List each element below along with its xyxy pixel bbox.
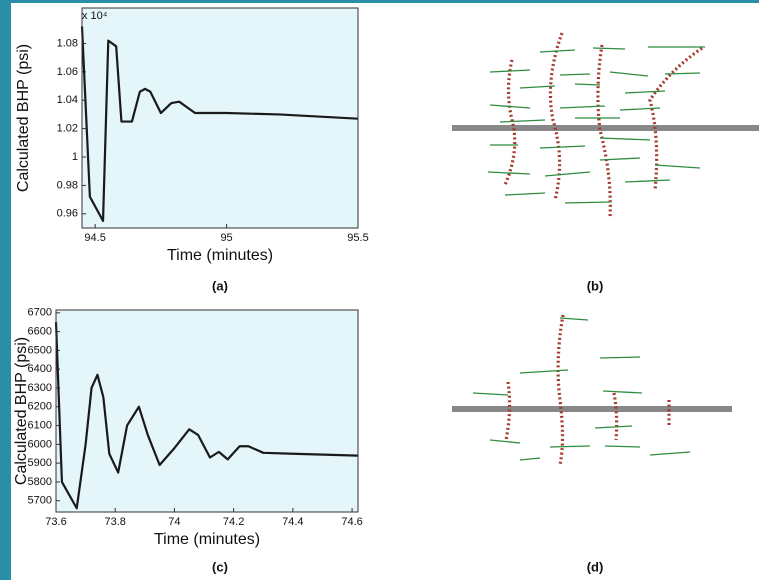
y-tick-label: 6000 bbox=[28, 438, 52, 450]
y-axis-label: Calculated BHP (psi) bbox=[15, 44, 32, 192]
y-tick-label: 6500 bbox=[28, 344, 52, 356]
y-tick-label: 6300 bbox=[28, 382, 52, 394]
side-strip bbox=[0, 0, 11, 580]
fracture bbox=[504, 381, 512, 441]
y-tick-label: 1.02 bbox=[57, 123, 78, 135]
caption: (d) bbox=[587, 559, 604, 574]
y-tick-label: 5700 bbox=[28, 495, 52, 507]
plot-frame bbox=[55, 309, 359, 513]
y-tick-label: 1.08 bbox=[57, 37, 78, 49]
diagram-d bbox=[452, 314, 732, 466]
y-tick-label: 6200 bbox=[28, 401, 52, 413]
y-tick-label: 1 bbox=[72, 151, 78, 163]
top-strip bbox=[0, 0, 759, 3]
plot-frame bbox=[81, 7, 359, 229]
fracture bbox=[548, 32, 564, 201]
x-axis-label: Time (minutes) bbox=[154, 531, 260, 548]
fracture bbox=[596, 44, 612, 219]
fracture bbox=[503, 59, 517, 186]
x-tick-label: 74.6 bbox=[341, 516, 362, 528]
plot-area bbox=[56, 310, 358, 512]
y-tick-label: 1.04 bbox=[57, 94, 78, 106]
diagram-b bbox=[452, 32, 759, 219]
fracture bbox=[612, 392, 619, 441]
x-tick-label: 73.6 bbox=[45, 516, 66, 528]
x-tick-label: 95 bbox=[220, 232, 232, 244]
data-line bbox=[80, 26, 359, 223]
y-tick-label: 1.06 bbox=[57, 66, 78, 78]
x-tick-label: 73.8 bbox=[105, 516, 126, 528]
plot-area bbox=[82, 8, 358, 228]
y-tick-label: 0.96 bbox=[57, 208, 78, 220]
x-tick-label: 74.4 bbox=[282, 516, 303, 528]
data-line bbox=[54, 322, 359, 510]
x-tick-label: 74 bbox=[168, 516, 180, 528]
green-lines bbox=[487, 46, 705, 204]
caption: (b) bbox=[587, 278, 604, 293]
x-axis-label: Time (minutes) bbox=[167, 247, 273, 264]
y-axis-label: Calculated BHP (psi) bbox=[13, 337, 30, 485]
x-tick-label: 94.5 bbox=[84, 232, 105, 244]
y-tick-label: 5900 bbox=[28, 457, 52, 469]
x-tick-label: 74.2 bbox=[223, 516, 244, 528]
y-tick-label: 6400 bbox=[28, 363, 52, 375]
y-tick-label: 6100 bbox=[28, 419, 52, 431]
x-tick-label: 95.5 bbox=[347, 232, 368, 244]
y-tick-label: 6700 bbox=[28, 307, 52, 319]
caption: (c) bbox=[212, 559, 228, 574]
y-tick-label: 0.98 bbox=[57, 179, 78, 191]
caption: (a) bbox=[212, 278, 228, 293]
fracture bbox=[648, 46, 703, 191]
y-tick-label: 6600 bbox=[28, 326, 52, 338]
green-lines bbox=[472, 317, 691, 461]
axis-multiplier: x 10⁴ bbox=[82, 10, 108, 22]
y-tick-label: 5800 bbox=[28, 476, 52, 488]
